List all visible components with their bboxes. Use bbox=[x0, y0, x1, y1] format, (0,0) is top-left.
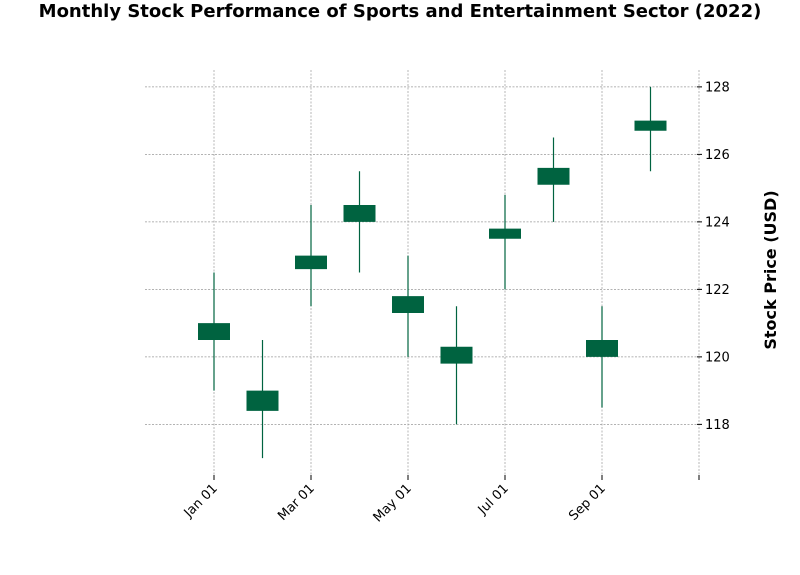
y-tick-label: 124 bbox=[705, 215, 730, 230]
candle-body bbox=[392, 296, 424, 313]
candle-body bbox=[586, 340, 618, 357]
x-tick-label: Jul 01 bbox=[475, 481, 512, 518]
y-tick-label: 118 bbox=[705, 418, 730, 433]
candle bbox=[246, 340, 279, 459]
candles bbox=[198, 86, 667, 459]
grid bbox=[145, 70, 700, 475]
candle-body bbox=[634, 120, 667, 131]
x-tick-label: Sep 01 bbox=[566, 481, 609, 524]
candle-body bbox=[440, 346, 473, 364]
candle bbox=[489, 194, 521, 290]
candle-body bbox=[537, 167, 570, 185]
chart-title: Monthly Stock Performance of Sports and … bbox=[39, 1, 762, 22]
y-tick-label: 128 bbox=[705, 80, 730, 95]
x-tick-label: Jan 01 bbox=[181, 481, 221, 521]
candle-body bbox=[295, 255, 327, 270]
y-axis-label: Stock Price (USD) bbox=[761, 190, 780, 349]
candle bbox=[537, 137, 570, 222]
candle bbox=[198, 272, 230, 391]
candle bbox=[634, 86, 667, 172]
x-tick-label: Mar 01 bbox=[275, 481, 318, 524]
candle-body bbox=[343, 205, 376, 222]
candle-body bbox=[198, 323, 230, 340]
y-tick-label: 126 bbox=[705, 148, 730, 163]
candle-body bbox=[246, 390, 279, 411]
y-tick-label: 120 bbox=[705, 350, 730, 365]
candle bbox=[440, 306, 473, 425]
x-tick-label: May 01 bbox=[371, 481, 415, 525]
candle bbox=[343, 171, 376, 273]
axes: 118 120 122 124 126 128 Jan 01 Mar 01 May 01 Jul … bbox=[181, 80, 730, 525]
candle bbox=[586, 306, 618, 408]
candle-body bbox=[489, 228, 521, 239]
candle bbox=[392, 255, 424, 357]
y-tick-label: 122 bbox=[705, 283, 730, 298]
candle bbox=[295, 205, 327, 307]
